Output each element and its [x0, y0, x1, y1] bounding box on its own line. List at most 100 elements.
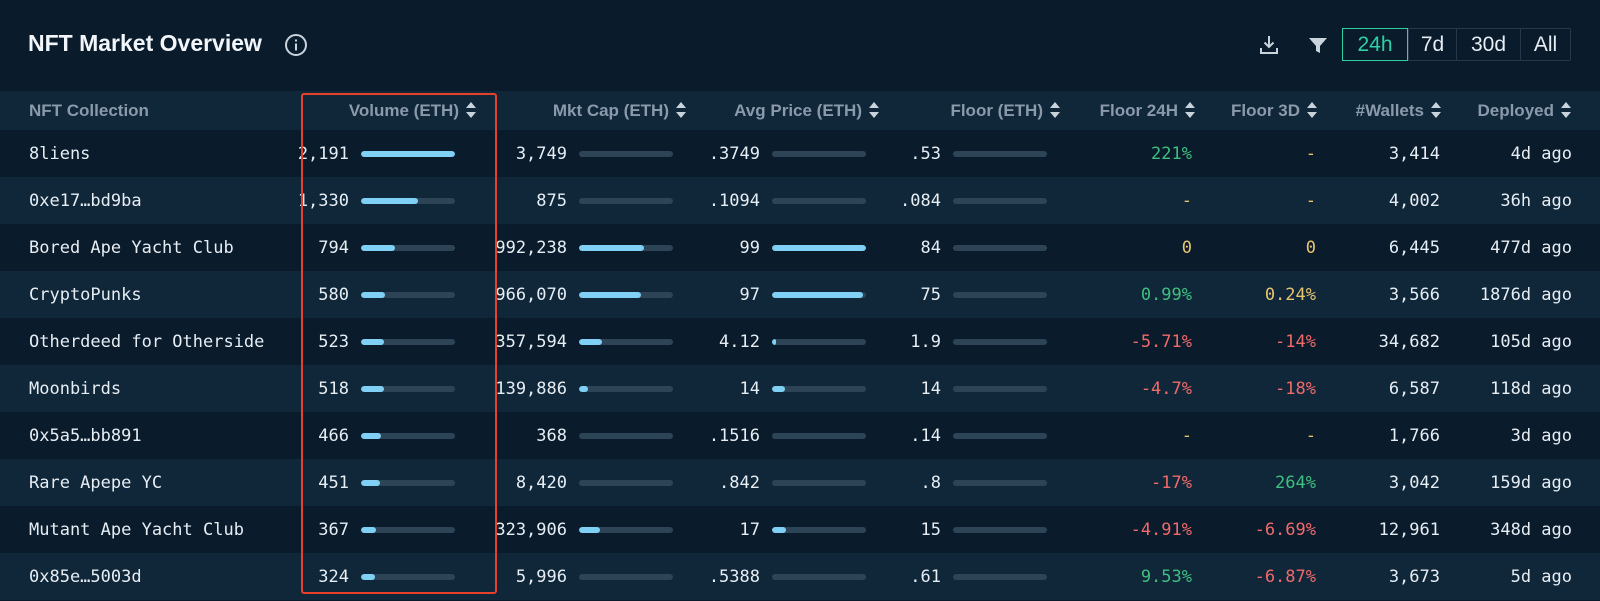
mktcap-value: 5,996 [515, 566, 567, 587]
sort-icon[interactable] [1306, 101, 1318, 119]
mktcap-cell: 139,886 [477, 365, 687, 412]
volume-bar-fill [361, 291, 386, 298]
collection-name: 0xe17…bd9ba [29, 190, 142, 211]
floor-value: .14 [910, 425, 941, 446]
volume-cell: 1,330 [290, 177, 477, 224]
avg-price-value: .1094 [708, 190, 760, 211]
wallets-value: 6,445 [1388, 237, 1440, 258]
column-header-deployed[interactable]: Deployed [1442, 91, 1600, 130]
range-7d-button[interactable]: 7d [1408, 29, 1456, 60]
column-label: Floor (ETH) [950, 100, 1043, 120]
volume-cell: 518 [290, 365, 477, 412]
avg-price-cell: .5388 [687, 553, 880, 600]
avg-price-cell: 97 [687, 271, 880, 318]
avg-price-cell: 4.12 [687, 318, 880, 365]
floor-value: 84 [920, 237, 941, 258]
column-header-volume[interactable]: Volume (ETH) [290, 91, 477, 130]
range-30d-button[interactable]: 30d [1456, 29, 1520, 60]
collection-name: Bored Ape Yacht Club [29, 237, 234, 258]
floor-3d-value: 0.24% [1264, 284, 1316, 305]
avg-price-bar [772, 385, 866, 392]
floor-cell: 14 [880, 365, 1061, 412]
mktcap-bar [579, 479, 673, 486]
floor-bar [953, 338, 1047, 345]
collection-name: Moonbirds [29, 378, 122, 399]
sort-icon[interactable] [675, 101, 687, 119]
table-row[interactable]: Otherdeed for Otherside 523 357,594 4.12 1.9… [0, 318, 1600, 365]
deployed-value: 105d ago [1490, 331, 1572, 352]
avg-price-value: 17 [739, 519, 760, 540]
avg-price-cell: .842 [687, 459, 880, 506]
floor-value: .084 [900, 190, 941, 211]
floor-cell: 75 [880, 271, 1061, 318]
deployed-value: 5d ago [1510, 566, 1572, 587]
volume-cell: 451 [290, 459, 477, 506]
volume-bar [361, 197, 455, 204]
sort-icon[interactable] [465, 101, 477, 119]
table-row[interactable]: 0x5a5…bb891 466 368 .1516 .14 - - 1,766 3d ago [0, 412, 1600, 459]
floor-bar [953, 150, 1047, 157]
table-row[interactable]: 8liens 2,191 3,749 .3749 .53 221% - 3,414 4d ago [0, 130, 1600, 177]
avg-price-value: 4.12 [719, 331, 760, 352]
floor-cell: 15 [880, 506, 1061, 553]
mktcap-value: 8,420 [515, 472, 567, 493]
sort-icon[interactable] [1560, 101, 1572, 119]
floor-3d-value: 264% [1275, 472, 1316, 493]
table-row[interactable]: Rare Apepe YC 451 8,420 .842 .8 -17% 264% 3,042… [0, 459, 1600, 506]
floor-24h-value: 221% [1151, 143, 1192, 164]
mktcap-cell: 8,420 [477, 459, 687, 506]
filter-icon[interactable] [1306, 33, 1330, 57]
nft-market-table: NFT Collection Volume (ETH) Mkt Cap (ETH… [0, 91, 1600, 600]
avg-price-bar [772, 573, 866, 580]
floor-value: .53 [910, 143, 941, 164]
volume-value: 1,330 [297, 190, 349, 211]
avg-price-cell: 17 [687, 506, 880, 553]
volume-bar [361, 244, 455, 251]
wallets-value: 3,042 [1388, 472, 1440, 493]
volume-cell: 466 [290, 412, 477, 459]
table-row[interactable]: Mutant Ape Yacht Club 367 323,906 17 15 -4.91… [0, 506, 1600, 553]
column-header-mktcap[interactable]: Mkt Cap (ETH) [477, 91, 687, 130]
column-header-floor-3d[interactable]: Floor 3D [1196, 91, 1318, 130]
deployed-value: 36h ago [1500, 190, 1572, 211]
sort-icon[interactable] [1049, 101, 1061, 119]
sort-icon[interactable] [1430, 101, 1442, 119]
range-24h-button[interactable]: 24h [1342, 28, 1408, 61]
sort-icon[interactable] [1184, 101, 1196, 119]
avg-price-bar [772, 338, 866, 345]
avg-price-cell: .1094 [687, 177, 880, 224]
table-row[interactable]: 0x85e…5003d 324 5,996 .5388 .61 9.53% -6.87% 3,… [0, 553, 1600, 600]
avg-price-bar-fill [772, 338, 776, 345]
mktcap-value: 323,906 [495, 519, 567, 540]
column-label: Floor 24H [1099, 100, 1178, 120]
info-icon[interactable] [284, 33, 308, 57]
floor-cell: 84 [880, 224, 1061, 271]
floor-cell: .53 [880, 130, 1061, 177]
table-row[interactable]: CryptoPunks 580 966,070 97 75 0.99% 0.24% 3,566… [0, 271, 1600, 318]
mktcap-bar [579, 385, 673, 392]
deployed-value: 477d ago [1490, 237, 1572, 258]
table-row[interactable]: Bored Ape Yacht Club 794 992,238 99 84 0 0 6,44… [0, 224, 1600, 271]
sort-icon[interactable] [868, 101, 880, 119]
column-header-floor-24h[interactable]: Floor 24H [1061, 91, 1196, 130]
mktcap-bar [579, 197, 673, 204]
volume-bar [361, 526, 455, 533]
table-row[interactable]: 0xe17…bd9ba 1,330 875 .1094 .084 - - 4,002 36h a… [0, 177, 1600, 224]
volume-bar [361, 479, 455, 486]
range-all-button[interactable]: All [1520, 29, 1570, 60]
column-header-wallets[interactable]: #Wallets [1318, 91, 1442, 130]
table-header-row: NFT Collection Volume (ETH) Mkt Cap (ETH… [0, 91, 1600, 130]
deployed-value: 348d ago [1490, 519, 1572, 540]
column-header-floor[interactable]: Floor (ETH) [880, 91, 1061, 130]
wallets-value: 3,414 [1388, 143, 1440, 164]
mktcap-bar [579, 244, 673, 251]
mktcap-value: 139,886 [495, 378, 567, 399]
volume-value: 2,191 [297, 143, 349, 164]
download-icon[interactable] [1257, 33, 1281, 57]
volume-bar-fill [361, 479, 380, 486]
mktcap-bar [579, 338, 673, 345]
mktcap-cell: 357,594 [477, 318, 687, 365]
avg-price-value: 99 [739, 237, 760, 258]
table-row[interactable]: Moonbirds 518 139,886 14 14 -4.7% -18% 6,587 118… [0, 365, 1600, 412]
column-header-avg-price[interactable]: Avg Price (ETH) [687, 91, 880, 130]
